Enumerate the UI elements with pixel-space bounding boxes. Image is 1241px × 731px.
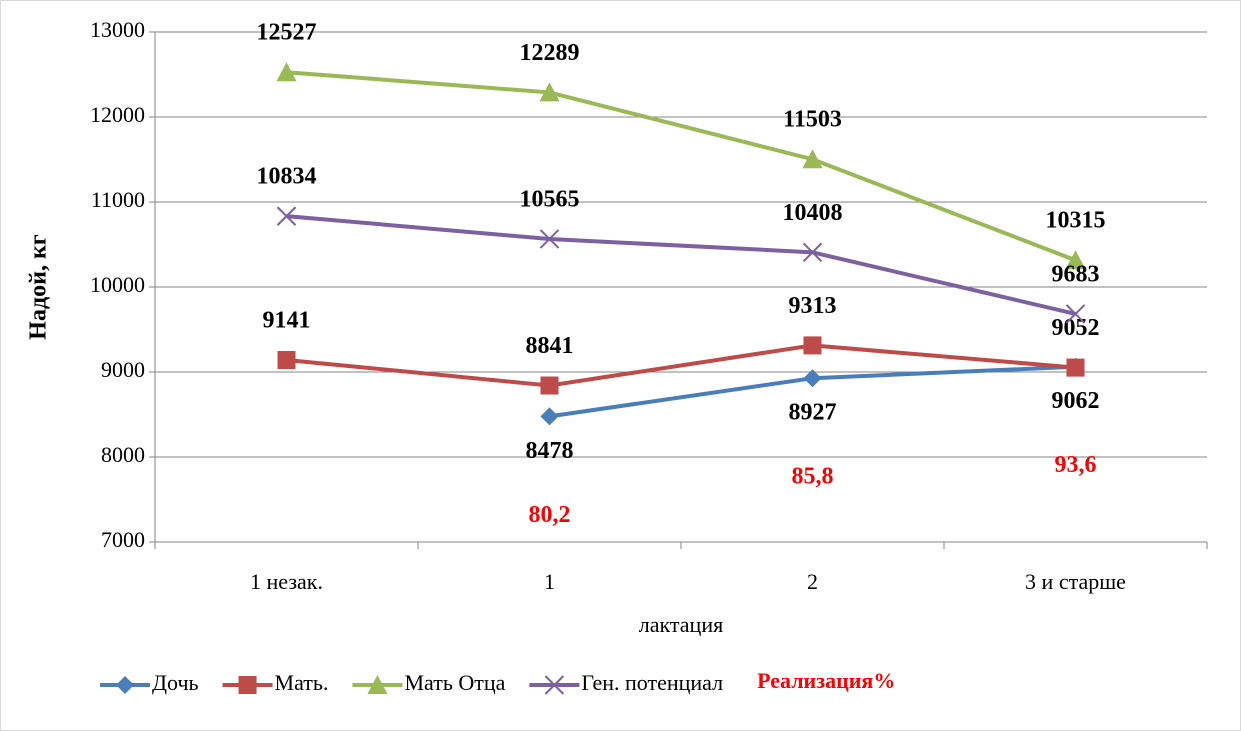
y-tick-label: 7000 — [101, 527, 145, 552]
data-label: 11503 — [783, 107, 842, 133]
data-label: 9052 — [1052, 315, 1100, 341]
data-point — [1065, 250, 1086, 270]
data-label: 10565 — [520, 186, 580, 212]
legend-marker — [238, 676, 257, 694]
data-point — [276, 206, 297, 226]
data-label: 10834 — [257, 164, 317, 190]
data-point — [276, 62, 297, 82]
y-tick-label: 13000 — [90, 17, 145, 42]
data-label: 9062 — [1052, 388, 1100, 414]
data-point — [539, 82, 560, 102]
legend-label: Реализация% — [757, 668, 895, 693]
data-point — [803, 336, 822, 355]
data-label: 10408 — [783, 200, 843, 226]
data-point — [803, 369, 822, 388]
data-point — [1065, 304, 1086, 324]
y-tick-label: 8000 — [101, 442, 145, 467]
x-tick-label: 3 и старше — [1025, 569, 1126, 594]
y-tick-label: 12000 — [90, 102, 145, 127]
series-line — [286, 343, 1076, 388]
legend-marker — [544, 675, 565, 695]
x-axis-title: лактация — [639, 612, 723, 637]
realization-label: 85,8 — [792, 464, 834, 490]
data-point — [277, 351, 296, 370]
data-label: 9141 — [263, 308, 311, 334]
data-point — [802, 149, 823, 169]
y-axis-title: Надой, кг — [26, 234, 52, 339]
data-point — [540, 376, 559, 395]
x-tick-label: 1 — [544, 569, 555, 594]
series-line — [286, 70, 1077, 263]
y-tick-label: 10000 — [90, 272, 145, 297]
data-label: 10315 — [1046, 208, 1106, 234]
series-line — [286, 214, 1076, 316]
x-tick-label: 1 незак. — [250, 569, 323, 594]
y-tick-label: 11000 — [91, 187, 145, 212]
legend-label: Мать. — [275, 670, 329, 695]
realization-label: 93,6 — [1055, 452, 1097, 478]
data-point — [802, 242, 823, 263]
data-label: 9683 — [1052, 261, 1100, 287]
legend-label: Мать Отца — [404, 670, 505, 695]
data-label: 9313 — [789, 293, 837, 319]
data-label: 12289 — [520, 40, 580, 66]
data-label: 12527 — [257, 20, 317, 46]
legend-marker — [116, 676, 134, 694]
y-tick-label: 9000 — [101, 357, 145, 382]
realization-label: 80,2 — [529, 502, 571, 528]
data-label: 8841 — [526, 333, 574, 359]
legend-label: Дочь — [152, 670, 199, 695]
legend-label: Ген. потенциал — [581, 670, 723, 695]
data-label: 8478 — [526, 438, 574, 464]
data-point — [539, 229, 560, 249]
x-tick-label: 2 — [807, 569, 818, 594]
data-point — [1066, 358, 1085, 377]
legend-marker — [367, 675, 388, 694]
data-point — [540, 407, 559, 426]
data-label: 8927 — [789, 400, 837, 426]
